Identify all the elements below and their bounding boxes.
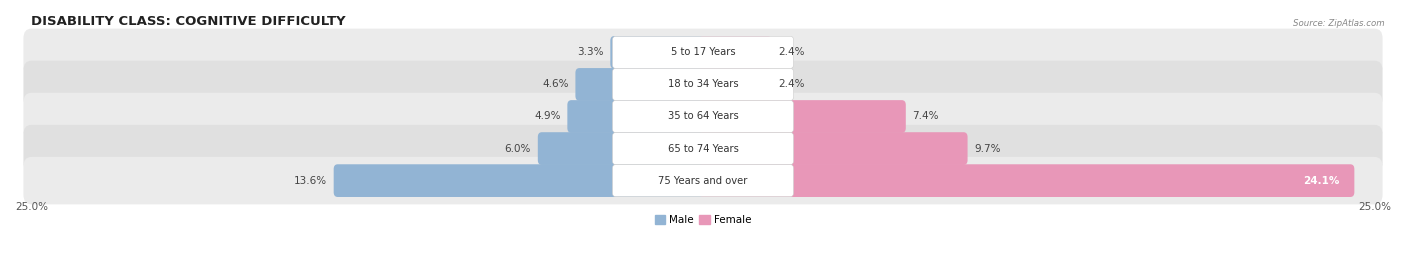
- Text: 75 Years and over: 75 Years and over: [658, 176, 748, 186]
- Text: 6.0%: 6.0%: [505, 144, 531, 154]
- FancyBboxPatch shape: [24, 157, 1382, 204]
- FancyBboxPatch shape: [538, 132, 707, 165]
- FancyBboxPatch shape: [568, 100, 707, 133]
- FancyBboxPatch shape: [24, 29, 1382, 76]
- FancyBboxPatch shape: [613, 133, 793, 165]
- Text: 3.3%: 3.3%: [576, 47, 603, 57]
- FancyBboxPatch shape: [699, 36, 772, 69]
- FancyBboxPatch shape: [24, 125, 1382, 172]
- Text: Source: ZipAtlas.com: Source: ZipAtlas.com: [1294, 19, 1385, 28]
- FancyBboxPatch shape: [699, 100, 905, 133]
- Legend: Male, Female: Male, Female: [651, 211, 755, 229]
- Text: 35 to 64 Years: 35 to 64 Years: [668, 112, 738, 122]
- Text: 2.4%: 2.4%: [778, 79, 804, 89]
- Text: DISABILITY CLASS: COGNITIVE DIFFICULTY: DISABILITY CLASS: COGNITIVE DIFFICULTY: [31, 15, 346, 28]
- FancyBboxPatch shape: [24, 61, 1382, 108]
- FancyBboxPatch shape: [699, 164, 1354, 197]
- Text: 7.4%: 7.4%: [912, 112, 939, 122]
- Text: 4.9%: 4.9%: [534, 112, 561, 122]
- Text: 4.6%: 4.6%: [543, 79, 568, 89]
- FancyBboxPatch shape: [333, 164, 707, 197]
- FancyBboxPatch shape: [575, 68, 707, 101]
- FancyBboxPatch shape: [24, 93, 1382, 140]
- FancyBboxPatch shape: [613, 36, 793, 68]
- Text: 9.7%: 9.7%: [974, 144, 1001, 154]
- FancyBboxPatch shape: [610, 36, 707, 69]
- Text: 65 to 74 Years: 65 to 74 Years: [668, 144, 738, 154]
- FancyBboxPatch shape: [613, 165, 793, 197]
- FancyBboxPatch shape: [699, 68, 772, 101]
- Text: 2.4%: 2.4%: [778, 47, 804, 57]
- Text: 24.1%: 24.1%: [1303, 176, 1340, 186]
- Text: 13.6%: 13.6%: [294, 176, 328, 186]
- FancyBboxPatch shape: [613, 100, 793, 133]
- Text: 5 to 17 Years: 5 to 17 Years: [671, 47, 735, 57]
- FancyBboxPatch shape: [613, 68, 793, 100]
- FancyBboxPatch shape: [699, 132, 967, 165]
- Text: 18 to 34 Years: 18 to 34 Years: [668, 79, 738, 89]
